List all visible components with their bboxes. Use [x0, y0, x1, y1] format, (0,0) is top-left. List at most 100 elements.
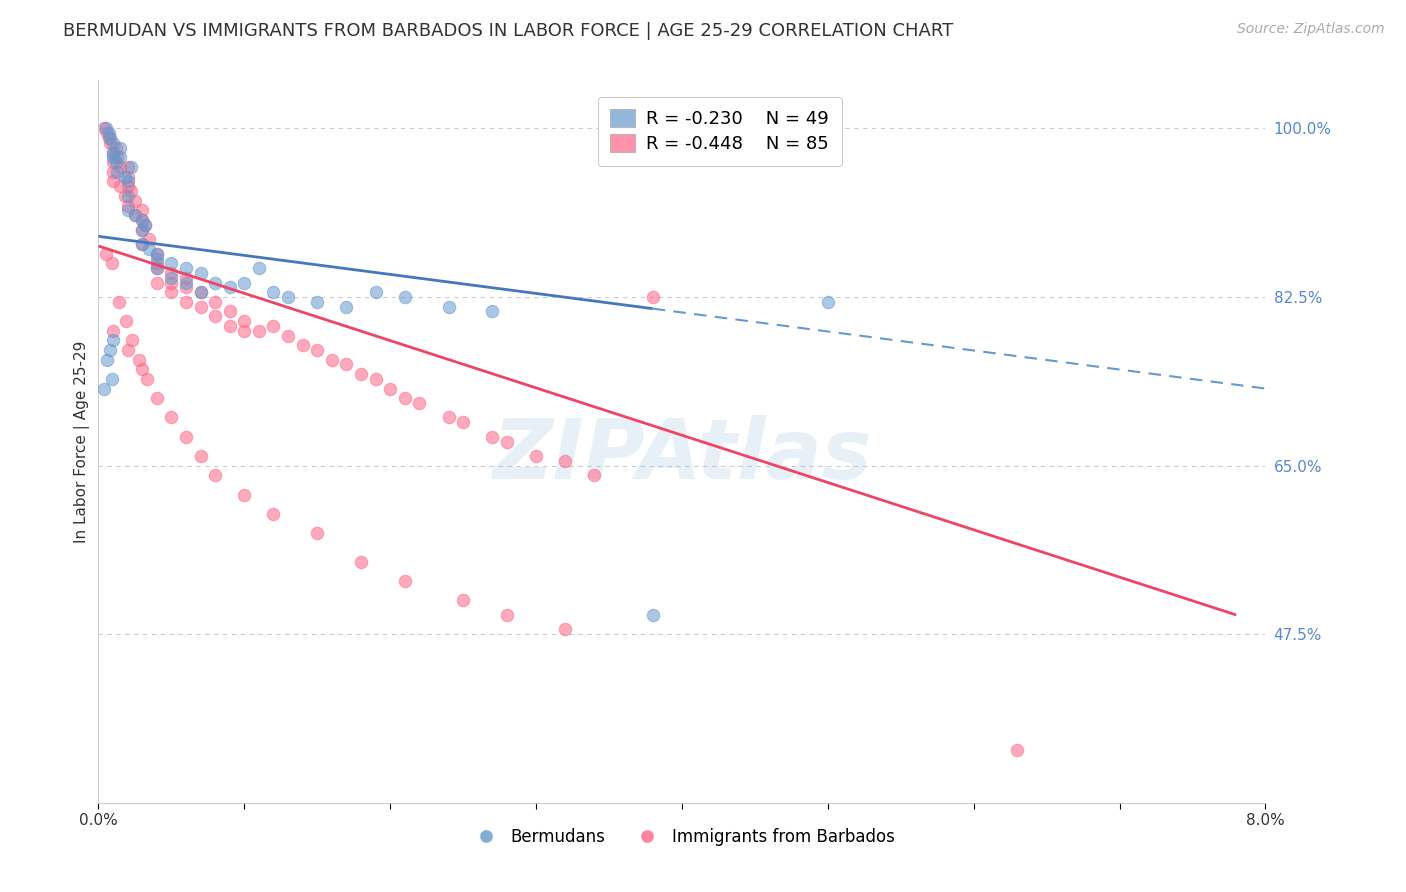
Point [120, 160, 142, 174]
Point [190, 285, 212, 300]
Point [101, 145, 124, 160]
Point [117, 203, 139, 218]
Point [146, 261, 169, 276]
Point [1007, 743, 1029, 757]
Point [131, 213, 153, 227]
Point [204, 276, 226, 290]
Point [174, 270, 197, 285]
Point [583, 468, 606, 483]
Point [481, 304, 503, 318]
Point [101, 145, 124, 160]
Point [120, 184, 142, 198]
Point [134, 218, 156, 232]
Point [101, 334, 124, 348]
Point [481, 430, 503, 444]
Point [104, 155, 127, 169]
Point [364, 372, 387, 386]
Point [408, 396, 430, 410]
Point [277, 328, 299, 343]
Point [160, 285, 183, 300]
Point [262, 285, 284, 300]
Point [146, 261, 169, 276]
Point [146, 256, 169, 270]
Point [190, 285, 212, 300]
Point [451, 415, 474, 429]
Point [437, 300, 460, 314]
Point [110, 179, 132, 194]
Point [108, 294, 131, 309]
Point [451, 593, 474, 607]
Point [100, 256, 122, 270]
Point [101, 150, 124, 164]
Point [134, 218, 156, 232]
Point [247, 324, 270, 338]
Point [262, 507, 284, 521]
Point [100, 372, 122, 386]
Point [117, 174, 139, 188]
Point [131, 362, 153, 376]
Point [394, 290, 416, 304]
Point [190, 266, 212, 280]
Point [115, 314, 138, 328]
Point [97, 126, 120, 140]
Point [496, 434, 519, 449]
Point [641, 607, 664, 622]
Text: ZIPAtlas: ZIPAtlas [492, 416, 872, 497]
Point [146, 246, 169, 260]
Point [307, 526, 329, 541]
Point [96, 126, 118, 140]
Point [335, 300, 357, 314]
Point [174, 261, 197, 276]
Point [160, 256, 183, 270]
Point [93, 382, 115, 396]
Point [98, 131, 121, 145]
Point [97, 131, 120, 145]
Point [135, 372, 157, 386]
Point [117, 189, 139, 203]
Point [350, 367, 373, 381]
Point [124, 208, 146, 222]
Point [105, 165, 128, 179]
Point [496, 607, 519, 622]
Point [204, 468, 226, 483]
Point [247, 261, 270, 276]
Point [364, 285, 387, 300]
Point [146, 276, 169, 290]
Point [233, 324, 256, 338]
Point [174, 294, 197, 309]
Point [524, 449, 547, 463]
Point [131, 203, 153, 218]
Point [160, 410, 183, 425]
Point [101, 324, 124, 338]
Point [190, 300, 212, 314]
Point [131, 222, 153, 236]
Point [146, 252, 169, 266]
Point [98, 343, 121, 357]
Point [101, 136, 124, 150]
Point [437, 410, 460, 425]
Point [138, 232, 160, 246]
Point [160, 266, 183, 280]
Point [394, 391, 416, 405]
Point [138, 242, 160, 256]
Point [277, 290, 299, 304]
Point [124, 208, 146, 222]
Point [204, 294, 226, 309]
Point [131, 237, 153, 252]
Point [114, 189, 136, 203]
Text: BERMUDAN VS IMMIGRANTS FROM BARBADOS IN LABOR FORCE | AGE 25-29 CORRELATION CHAR: BERMUDAN VS IMMIGRANTS FROM BARBADOS IN … [63, 22, 953, 40]
Point [321, 352, 343, 367]
Point [817, 294, 839, 309]
Point [380, 382, 402, 396]
Point [233, 314, 256, 328]
Point [218, 304, 240, 318]
Point [94, 121, 117, 136]
Point [174, 280, 197, 294]
Point [98, 136, 121, 150]
Point [146, 391, 169, 405]
Text: Source: ZipAtlas.com: Source: ZipAtlas.com [1237, 22, 1385, 37]
Point [190, 449, 212, 463]
Legend: Bermudans, Immigrants from Barbados: Bermudans, Immigrants from Barbados [463, 821, 901, 852]
Point [554, 623, 576, 637]
Point [110, 141, 132, 155]
